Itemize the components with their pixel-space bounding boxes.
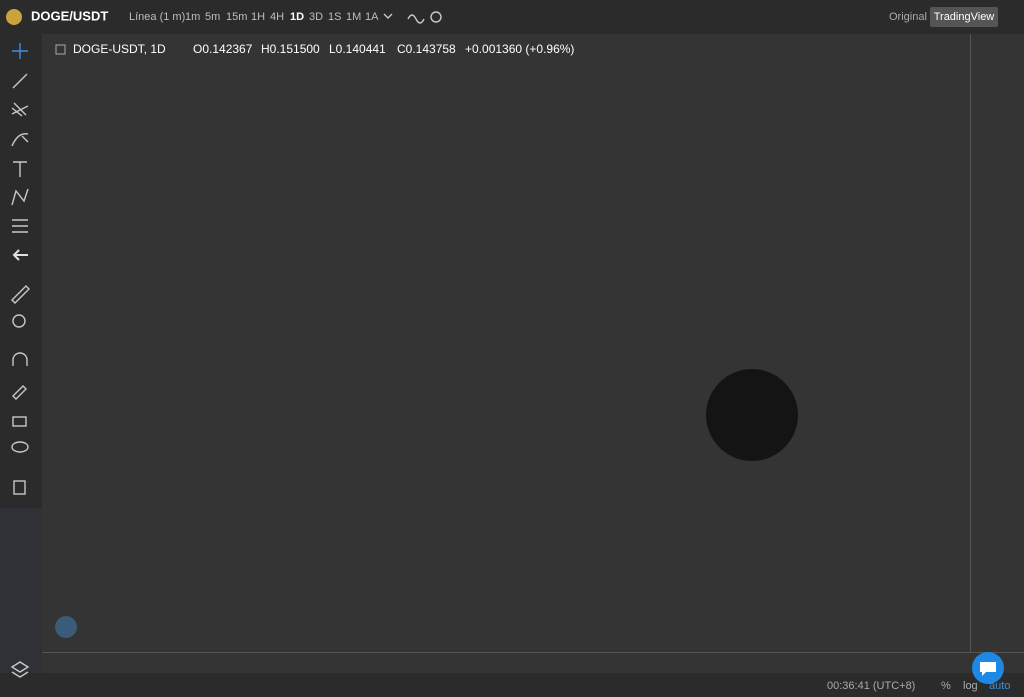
interval[interactable]: 1D <box>290 11 304 23</box>
lock-draw-tool[interactable] <box>12 385 27 400</box>
interval[interactable]: 1m <box>185 11 200 23</box>
legend-change: +0.001360 (+0.96%) <box>465 42 574 56</box>
fib-tool[interactable] <box>11 102 29 117</box>
interval[interactable]: 3D <box>309 11 323 23</box>
lock-tool[interactable] <box>12 416 27 427</box>
chat-icon <box>980 662 996 676</box>
chart-style-icon[interactable] <box>407 14 425 24</box>
legend: DOGE-USDT, 1D O0.142367 H0.151500 L0.140… <box>55 42 574 56</box>
prediction-tool[interactable] <box>12 219 28 233</box>
logo <box>6 9 22 25</box>
scale-option[interactable]: auto <box>989 680 1010 692</box>
text-tool[interactable] <box>13 161 27 177</box>
interval[interactable]: 4H <box>270 11 284 23</box>
interval[interactable]: Línea (1 m) <box>129 11 185 23</box>
toolbar <box>10 43 30 678</box>
interval[interactable]: 1H <box>251 11 265 23</box>
layers-icon[interactable] <box>10 661 30 678</box>
legend-high: H0.151500 <box>261 42 320 56</box>
clock: 00:36:41 (UTC+8) <box>827 680 915 692</box>
toolbar-bottom <box>0 508 42 673</box>
legend-close: C0.143758 <box>397 42 456 56</box>
line-tool[interactable] <box>12 73 28 89</box>
symbol[interactable]: DOGE/USDT <box>31 8 108 23</box>
back-tool[interactable] <box>12 249 28 261</box>
interval[interactable]: 1A <box>365 11 379 23</box>
view-option[interactable]: TradingView <box>934 11 995 23</box>
interval[interactable]: 1M <box>346 11 361 23</box>
legend-low: L0.140441 <box>329 42 386 56</box>
visibility-tool[interactable] <box>11 441 29 453</box>
interval-dropdown[interactable] <box>383 13 393 19</box>
scale-option[interactable]: log <box>963 680 978 692</box>
ruler-tool[interactable] <box>11 285 30 304</box>
brush-tool[interactable] <box>11 133 29 147</box>
delete-tool[interactable] <box>13 480 26 495</box>
magnet-tool[interactable] <box>12 352 28 366</box>
interval[interactable]: 15m <box>226 11 247 23</box>
interval[interactable]: 1S <box>328 11 341 23</box>
logo-badge[interactable] <box>55 616 77 638</box>
top-bar: DOGE/USDT Línea (1 m) 1m 5m 15m 1H 4H 1D… <box>6 7 998 27</box>
scale-option[interactable]: % <box>941 680 951 692</box>
highlight-circle <box>706 369 798 461</box>
chart-area <box>42 34 1024 673</box>
zoom-tool[interactable] <box>12 314 26 328</box>
legend-open: O0.142367 <box>193 42 253 56</box>
pattern-tool[interactable] <box>11 188 29 206</box>
status-bar <box>0 673 1024 697</box>
collapse-icon[interactable] <box>55 44 66 55</box>
crosshair-tool[interactable] <box>12 43 28 59</box>
view-option[interactable]: Original <box>889 11 927 23</box>
legend-symbol[interactable]: DOGE-USDT, 1D <box>73 42 166 56</box>
settings-icon[interactable] <box>430 11 442 23</box>
view-active-bg <box>930 7 998 27</box>
interval[interactable]: 5m <box>205 11 220 23</box>
